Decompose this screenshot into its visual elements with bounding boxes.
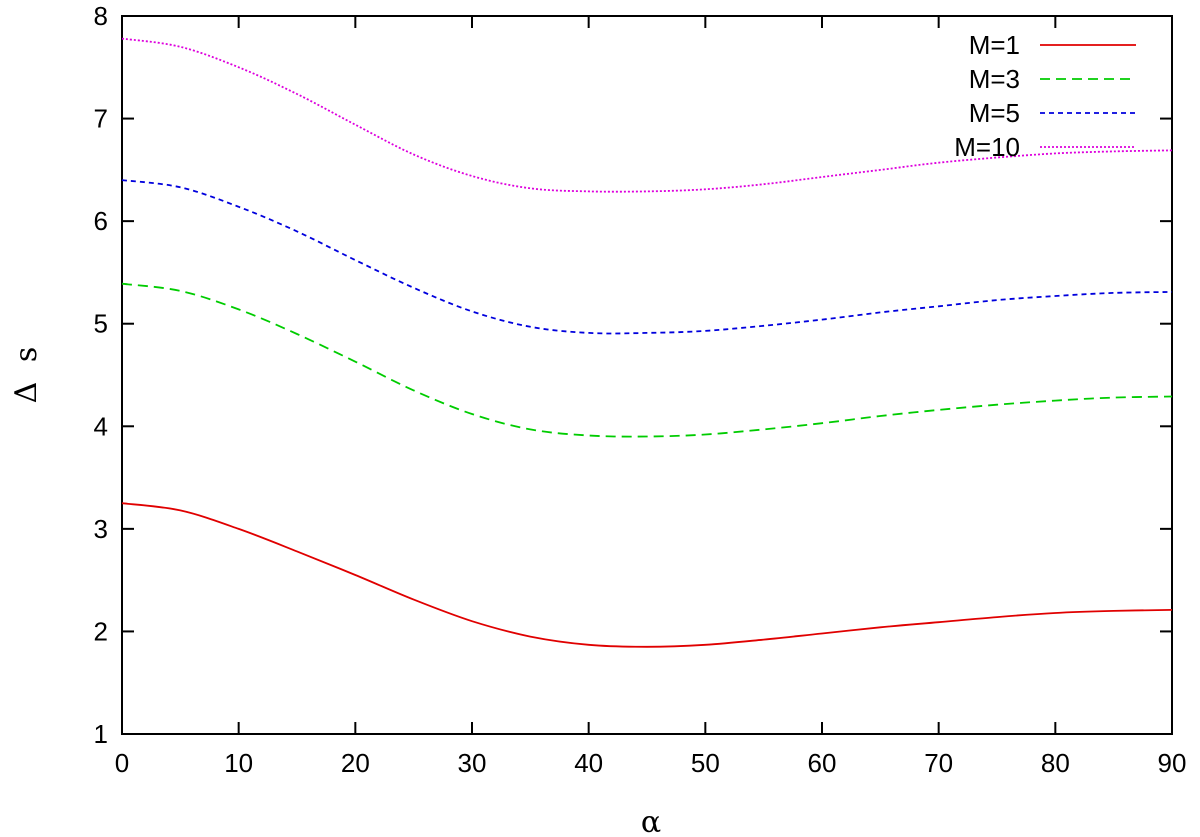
y-axis-label: Δ s ¯	[0, 343, 44, 404]
x-tick-label: 40	[574, 748, 603, 778]
y-tick-label: 6	[94, 206, 108, 236]
x-tick-label: 30	[458, 748, 487, 778]
x-tick-label: 70	[924, 748, 953, 778]
x-tick-label: 10	[224, 748, 253, 778]
x-axis-label: α	[641, 805, 661, 837]
svg-text:Δ s: Δ s	[9, 347, 44, 404]
y-axis-label-variable: s	[9, 347, 44, 362]
y-tick-label: 1	[94, 719, 108, 749]
y-tick-label: 8	[94, 1, 108, 31]
plot-frame	[121, 15, 1173, 735]
y-axis: 1 2 3 4 5 6 7 8	[94, 1, 1172, 749]
legend: M=1 M=3 M=5 M=10	[954, 30, 1136, 162]
series-line-4	[121, 37, 1173, 193]
y-tick-label: 3	[94, 514, 108, 544]
series-line-2	[121, 282, 1173, 438]
series-line-1	[121, 502, 1173, 648]
x-tick-label: 0	[115, 748, 129, 778]
x-tick-label: 50	[691, 748, 720, 778]
legend-label-1: M=1	[969, 30, 1020, 60]
y-tick-label: 2	[94, 616, 108, 646]
y-tick-label: 5	[94, 309, 108, 339]
y-axis-label-symbol: Δ	[9, 382, 44, 404]
y-axis-label-bar: ¯	[0, 343, 18, 358]
y-tick-label: 7	[94, 104, 108, 134]
x-tick-label: 80	[1041, 748, 1070, 778]
series-layer	[121, 37, 1173, 648]
legend-label-4: M=10	[954, 132, 1020, 162]
x-tick-label: 60	[808, 748, 837, 778]
x-tick-label: 20	[341, 748, 370, 778]
legend-label-3: M=5	[969, 98, 1020, 128]
series-line-3	[121, 179, 1173, 335]
x-tick-label: 90	[1158, 748, 1187, 778]
x-axis: 0 10 20 30 40 50 60 70 80 90	[115, 16, 1187, 778]
y-tick-label: 4	[94, 411, 108, 441]
legend-label-2: M=3	[969, 64, 1020, 94]
